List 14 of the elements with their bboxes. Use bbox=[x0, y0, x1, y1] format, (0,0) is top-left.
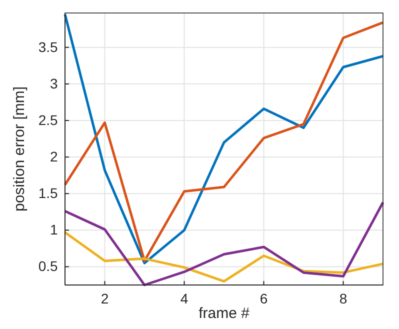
x-tick-label: 2 bbox=[100, 290, 109, 306]
x-tick-label: 8 bbox=[339, 290, 348, 306]
y-tick-label: 0.5 bbox=[38, 258, 58, 274]
line-series bbox=[64, 231, 384, 283]
y-tick-label: 1 bbox=[50, 222, 58, 238]
y-tick-label: 2 bbox=[50, 148, 58, 165]
x-tick-label: 6 bbox=[260, 290, 268, 306]
y-tick-label: 2.5 bbox=[38, 112, 58, 128]
y-tick-label: 3 bbox=[50, 75, 58, 92]
x-axis-title: frame # bbox=[198, 305, 250, 322]
y-tick-label: 3.5 bbox=[38, 38, 58, 55]
y-tick-label: 1.5 bbox=[38, 185, 58, 202]
y-axis-title: position error [mm] bbox=[11, 86, 28, 212]
x-tick-label: 4 bbox=[180, 290, 188, 306]
